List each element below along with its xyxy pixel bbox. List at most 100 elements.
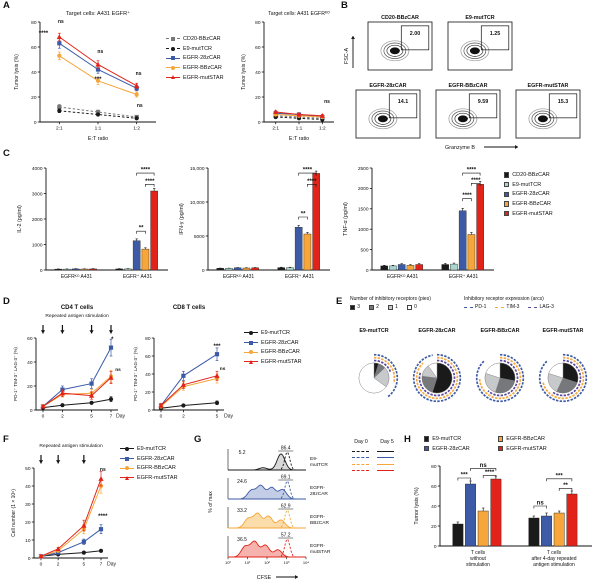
- legend-item-label: EGFR-BBzCAR: [512, 200, 551, 207]
- chart-cd8-exhaustion: 0 20 40 60 80 0 2 5 *** ns CD8 T cells PD-1⁺ TIM-3⁺…: [133, 305, 233, 420]
- svg-text:*: *: [111, 337, 114, 343]
- legend-panel-f: E9-mutTCR EGFR-28zCAR EGFR-BBzCAR EGFR-mutS…: [120, 446, 178, 485]
- svg-text:CFSE: CFSE: [257, 575, 272, 581]
- svg-text:1:2: 1:2: [319, 126, 326, 132]
- svg-text:EGFR-28zCAR: EGFR-28zCAR: [369, 83, 406, 89]
- svg-text:PD-1⁺ TIM-3⁺ LAG-3⁺ (%): PD-1⁺ TIM-3⁺ LAG-3⁺ (%): [13, 347, 18, 401]
- legend-item-label: EGFR-BBzCAR: [137, 465, 176, 472]
- svg-text:40: 40: [31, 70, 37, 76]
- svg-text:stimulation: stimulation: [466, 562, 490, 568]
- svg-text:****: ****: [471, 178, 481, 184]
- legend-item: E9-mutTCR: [166, 46, 224, 52]
- svg-text:E9-mutTCR: E9-mutTCR: [465, 15, 494, 21]
- legend-item-label: EGFR-28zCAR: [261, 339, 299, 346]
- svg-text:0: 0: [202, 268, 205, 274]
- svg-text:ns: ns: [324, 99, 330, 105]
- legend-item-label: EGFR-BBzCAR: [261, 349, 300, 356]
- legend-item-label: EGFR-28zCAR: [183, 55, 221, 62]
- legend-day-row: [352, 448, 396, 454]
- legend-item: EGFR-BBzCAR: [166, 65, 224, 71]
- svg-text:2000: 2000: [358, 186, 369, 192]
- svg-text:86.4: 86.4: [281, 446, 291, 452]
- svg-text:EGFR-mutSTAR: EGFR-mutSTAR: [528, 83, 569, 89]
- svg-text:after 4-day repeated: after 4-day repeated: [531, 556, 576, 562]
- svg-text:1000: 1000: [32, 242, 43, 248]
- svg-text:Day: Day: [107, 562, 116, 568]
- panel-label-h: H: [404, 434, 411, 445]
- legend-item: LAG-3: [528, 304, 554, 311]
- svg-text:10³: 10³: [284, 560, 290, 565]
- svg-text:without: without: [470, 556, 486, 562]
- svg-text:EGFR⁺ A431: EGFR⁺ A431: [449, 274, 479, 280]
- legend-item: EGFR-mutSTAR: [166, 75, 224, 81]
- legend-item: EGFR-mutSTAR: [498, 446, 582, 452]
- svg-text:2: 2: [182, 414, 185, 420]
- svg-text:**: **: [301, 211, 306, 217]
- svg-text:1.25: 1.25: [490, 31, 501, 37]
- svg-text:antigen stimulation: antigen stimulation: [533, 562, 575, 568]
- svg-text:30: 30: [25, 502, 31, 508]
- svg-text:ns: ns: [136, 71, 142, 77]
- svg-text:2: 2: [57, 562, 60, 568]
- legend-item-label: E9-mutTCR: [261, 330, 291, 336]
- svg-text:5: 5: [83, 562, 86, 568]
- svg-text:2: 2: [61, 414, 64, 420]
- legend-item-label: EGFR-mutSTAR: [512, 210, 553, 217]
- svg-text:10⁴: 10⁴: [303, 560, 309, 565]
- svg-text:Day: Day: [116, 414, 125, 420]
- legend-item-label: EGFR-28zCAR: [432, 445, 470, 452]
- svg-text:****: ****: [303, 168, 313, 174]
- svg-text:***: ***: [213, 344, 221, 350]
- svg-text:mutSTAR: mutSTAR: [310, 549, 331, 555]
- svg-text:CD4 T cells: CD4 T cells: [61, 305, 94, 311]
- legend-day5-label: Day 5: [380, 439, 394, 445]
- legend-day: Day 0 Day 5: [352, 439, 396, 474]
- svg-text:57.2: 57.2: [281, 533, 291, 539]
- legend-pies-items: 3 2 1 0: [350, 304, 462, 311]
- svg-text:E9-: E9-: [310, 456, 318, 462]
- svg-text:EGFR-: EGFR-: [310, 485, 325, 491]
- svg-text:20: 20: [25, 520, 31, 526]
- legend-item: EGFR-mutSTAR: [244, 359, 302, 365]
- svg-text:Repeated antigen stimulation: Repeated antigen stimulation: [45, 313, 109, 319]
- svg-text:5: 5: [216, 414, 219, 420]
- legend-item: EGFR-28zCAR: [424, 446, 496, 452]
- svg-text:2:1: 2:1: [272, 126, 279, 132]
- svg-text:E:T ratio: E:T ratio: [88, 136, 108, 142]
- legend-day0-label: Day 0: [354, 439, 368, 445]
- svg-text:20: 20: [145, 390, 151, 396]
- svg-text:2.00: 2.00: [410, 31, 421, 37]
- svg-text:60: 60: [31, 45, 37, 51]
- svg-text:4000: 4000: [32, 166, 43, 172]
- legend-item: EGFR-BBzCAR: [120, 465, 178, 471]
- chart-inhibitory-receptor-pies: E9-mutTCR EGFR-28zCAR EGFR-BBzCAR EGFR-mutS…: [358, 328, 588, 403]
- legend-item-label: E9-mutTCR: [432, 436, 462, 442]
- svg-text:1:1: 1:1: [95, 126, 102, 132]
- svg-text:62.9: 62.9: [281, 504, 291, 510]
- svg-text:2500: 2500: [358, 166, 369, 172]
- svg-text:0: 0: [42, 414, 45, 420]
- svg-text:E9-mutTCR: E9-mutTCR: [359, 328, 388, 334]
- legend-item: 1: [387, 304, 398, 311]
- svg-text:****: ****: [98, 514, 108, 520]
- svg-text:CD8 T cells: CD8 T cells: [173, 305, 206, 311]
- legend-arcs-items: PD-1 TIM-3 LAG-3: [464, 304, 596, 311]
- svg-text:T cells: T cells: [547, 550, 562, 556]
- svg-text:EGFR-: EGFR-: [310, 543, 325, 549]
- legend-day-swatches: [352, 448, 396, 474]
- chart-cell-expansion: 0 10 20 30 40 50 0 2 5 7 ns **** Repeated antigen st…: [11, 443, 116, 568]
- svg-text:****: ****: [307, 179, 317, 185]
- legend-pies-title: Number of inhibitory receptors (pies): [350, 296, 431, 302]
- svg-text:EGFR-: EGFR-: [310, 514, 325, 520]
- chart-tumor-lysis-egfr-ko: 0 20 40 60 80 2:1 1:1 1:2 ns Target cells: A431 E…: [241, 11, 334, 142]
- svg-text:% of max: % of max: [208, 491, 214, 513]
- svg-text:0: 0: [40, 268, 43, 274]
- svg-text:Day: Day: [224, 414, 233, 420]
- svg-text:3000: 3000: [32, 191, 43, 197]
- svg-text:***: ***: [556, 473, 564, 479]
- legend-item: 2: [368, 304, 379, 311]
- svg-text:20: 20: [431, 524, 437, 530]
